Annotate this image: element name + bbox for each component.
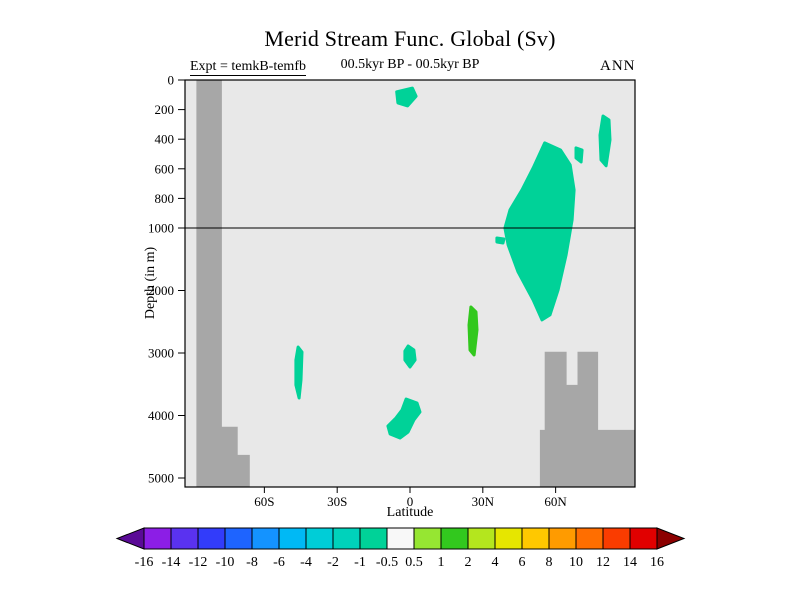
colorbar-cell <box>575 527 604 550</box>
colorbar-cell <box>332 527 361 550</box>
colorbar-cell <box>251 527 280 550</box>
y-tick-label: 1000 <box>148 221 174 236</box>
colorbar-cell <box>494 527 523 550</box>
colorbar-tick-label: -4 <box>300 555 312 570</box>
anomaly-patch <box>294 345 304 400</box>
colorbar-cell <box>115 527 145 550</box>
y-tick-label: 4000 <box>148 408 174 423</box>
y-tick-label: 3000 <box>148 346 174 361</box>
colorbar-cell <box>413 527 442 550</box>
colorbar-tick-label: -2 <box>327 555 339 570</box>
colorbar-tick-label: 0.5 <box>405 555 423 570</box>
anomaly-patch <box>395 86 418 108</box>
anomaly-patch <box>503 141 576 322</box>
anomaly-patch <box>495 236 506 245</box>
season-label: ANN <box>600 58 636 74</box>
x-tick-label: 30S <box>327 494 347 509</box>
colorbar-tick-label: 4 <box>492 555 499 570</box>
y-axis-title: Depth (in m) <box>143 246 158 320</box>
colorbar-tick-label: 2 <box>465 555 472 570</box>
colorbar-tick-label: 16 <box>650 555 664 570</box>
y-tick-label: 2000 <box>148 283 174 298</box>
colorbar-tick-label: -8 <box>246 555 258 570</box>
colorbar-cell <box>467 527 496 550</box>
colorbar-cell <box>656 527 686 550</box>
colorbar-cell <box>548 527 577 550</box>
colorbar-cell <box>143 527 172 550</box>
x-tick-label: 30N <box>472 494 495 509</box>
y-tick-label: 0 <box>168 73 175 88</box>
anomaly-patch <box>467 305 479 357</box>
colorbar-cell <box>278 527 307 550</box>
colorbar-tick-label: 8 <box>546 555 553 570</box>
colorbar-tick-label: -14 <box>162 555 181 570</box>
colorbar-tick-label: 6 <box>519 555 526 570</box>
colorbar-cell <box>170 527 199 550</box>
x-tick-label: 60N <box>544 494 567 509</box>
y-tick-label: 200 <box>155 102 175 117</box>
colorbar-cell <box>440 527 469 550</box>
period-label: 00.5kyr BP - 00.5kyr BP <box>340 57 480 72</box>
colorbar-tick-label: -1 <box>354 555 366 570</box>
y-tick-label: 800 <box>155 191 175 206</box>
colorbar-tick-label: 10 <box>569 555 583 570</box>
colorbar-tick-label: -6 <box>273 555 285 570</box>
colorbar-tick-label: -12 <box>189 555 208 570</box>
experiment-label: Expt = temkB-temfb <box>190 59 306 76</box>
chart-title: Merid Stream Func. Global (Sv) <box>264 26 556 51</box>
topography-region <box>539 351 635 487</box>
topography-region <box>196 80 250 487</box>
y-tick-label: 5000 <box>148 471 174 486</box>
x-tick-label: 0 <box>407 494 414 509</box>
colorbar-tick-label: -10 <box>216 555 235 570</box>
y-tick-label: 600 <box>155 161 175 176</box>
colorbar-tick-label: -0.5 <box>376 555 398 570</box>
colorbar-cell <box>602 527 631 550</box>
colorbar-tick-label: 12 <box>596 555 610 570</box>
anomaly-patch <box>386 397 422 440</box>
colorbar-cell <box>305 527 334 550</box>
colorbar-cell <box>521 527 550 550</box>
y-tick-label: 400 <box>155 132 175 147</box>
anomaly-patch <box>598 114 612 168</box>
colorbar-cell <box>359 527 388 550</box>
x-tick-label: 60S <box>254 494 274 509</box>
colorbar-tick-label: -16 <box>135 555 154 570</box>
colorbar-cell <box>224 527 253 550</box>
colorbar-tick-label: 1 <box>438 555 445 570</box>
x-axis-title: Latitude <box>386 505 434 520</box>
colorbar-cell <box>629 527 658 550</box>
anomaly-patch <box>403 344 417 369</box>
colorbar-cell <box>386 527 415 550</box>
colorbar-cell <box>197 527 226 550</box>
anomaly-patch <box>574 146 584 164</box>
colorbar-tick-label: 14 <box>623 555 637 570</box>
